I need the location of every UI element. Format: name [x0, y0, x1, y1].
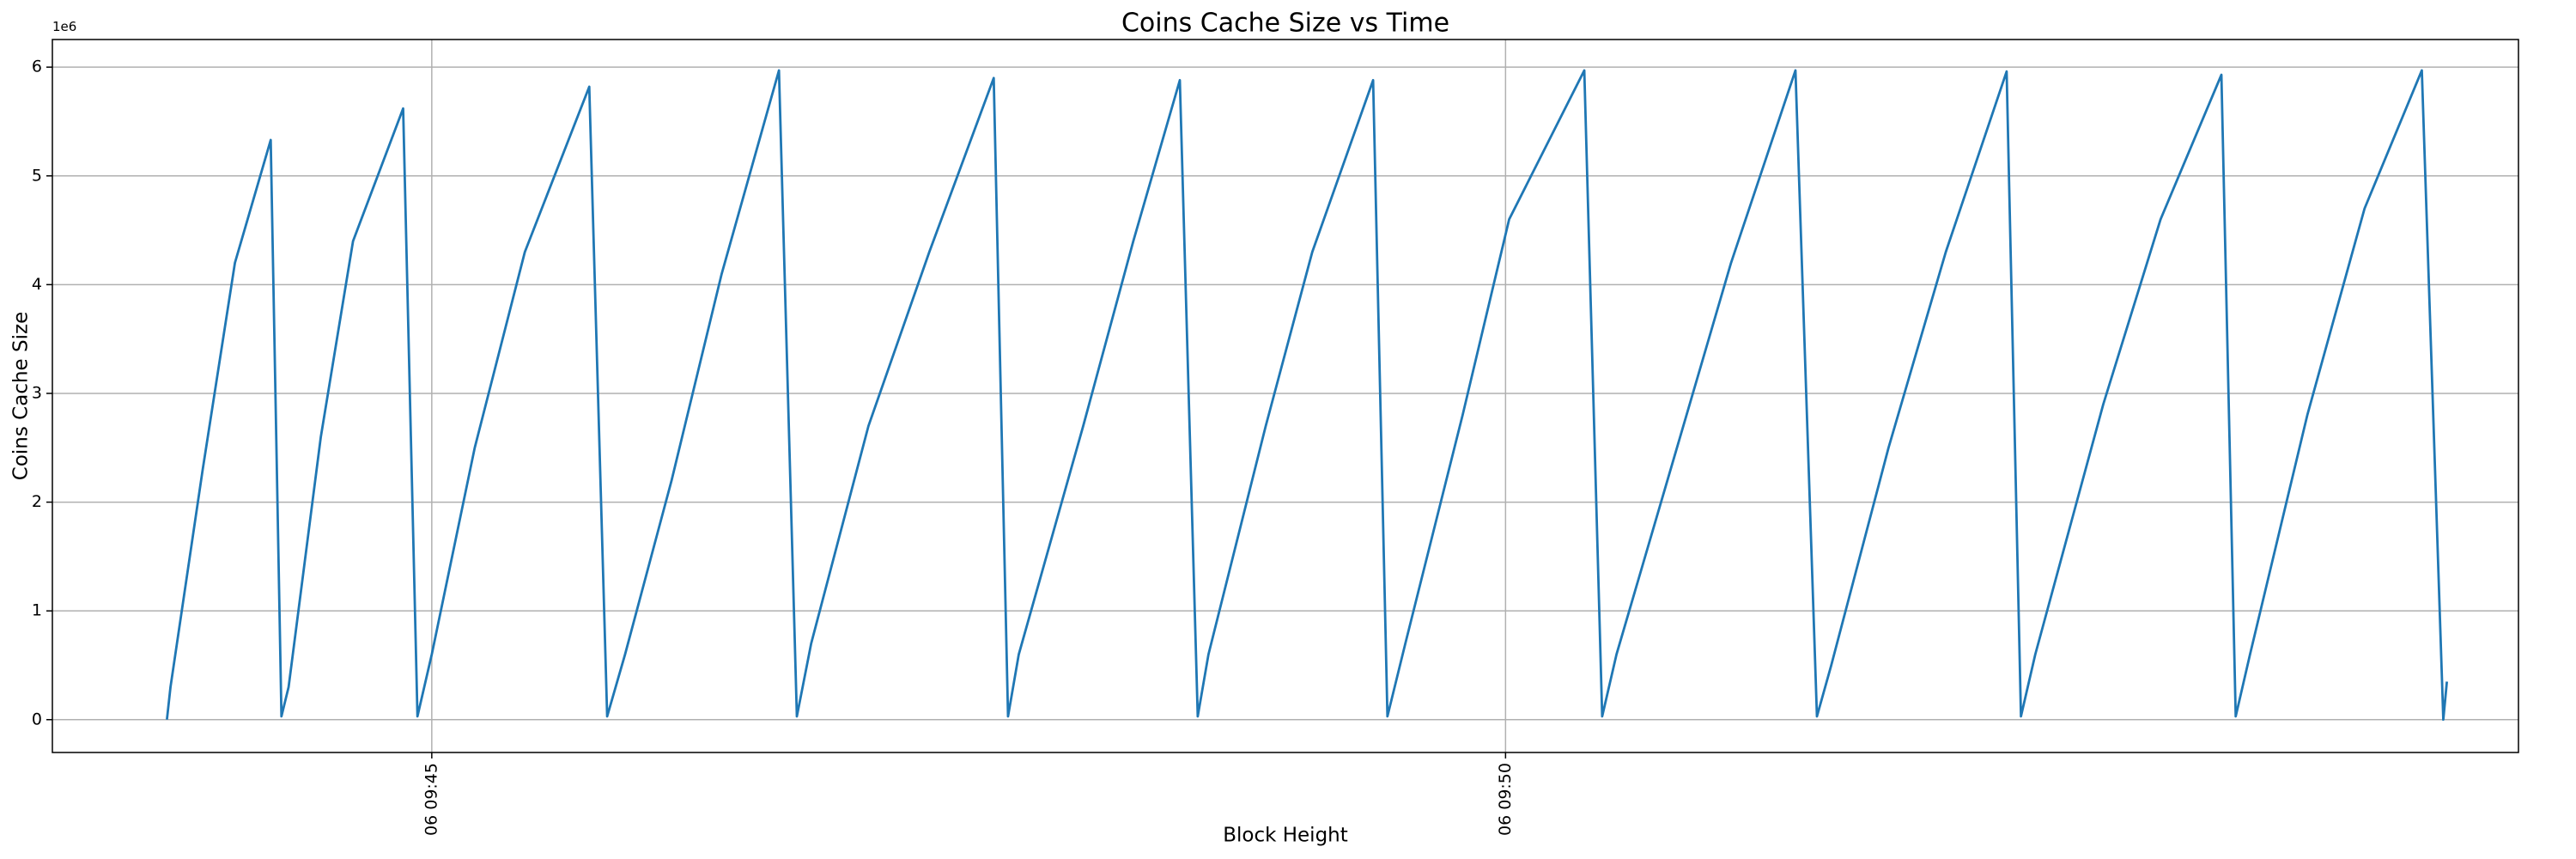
plot-frame [52, 39, 2519, 753]
y-axis-label: Coins Cache Size [10, 312, 33, 480]
x-tick-label: 06 09:50 [1496, 763, 1515, 836]
y-offset-label: 1e6 [52, 19, 76, 34]
y-tick-label: 3 [32, 383, 42, 402]
chart-title: Coins Cache Size vs Time [1121, 9, 1449, 39]
y-tick-label: 6 [32, 58, 42, 76]
y-tick-label: 5 [32, 166, 42, 185]
y-tick-label: 4 [32, 275, 42, 294]
y-tick-label: 1 [32, 601, 42, 620]
x-axis-label: Block Height [1223, 825, 1348, 847]
data-line [165, 69, 2449, 722]
y-tick-label: 0 [32, 710, 42, 728]
y-tick-label: 2 [32, 492, 42, 511]
x-tick-label: 06 09:45 [422, 763, 440, 836]
